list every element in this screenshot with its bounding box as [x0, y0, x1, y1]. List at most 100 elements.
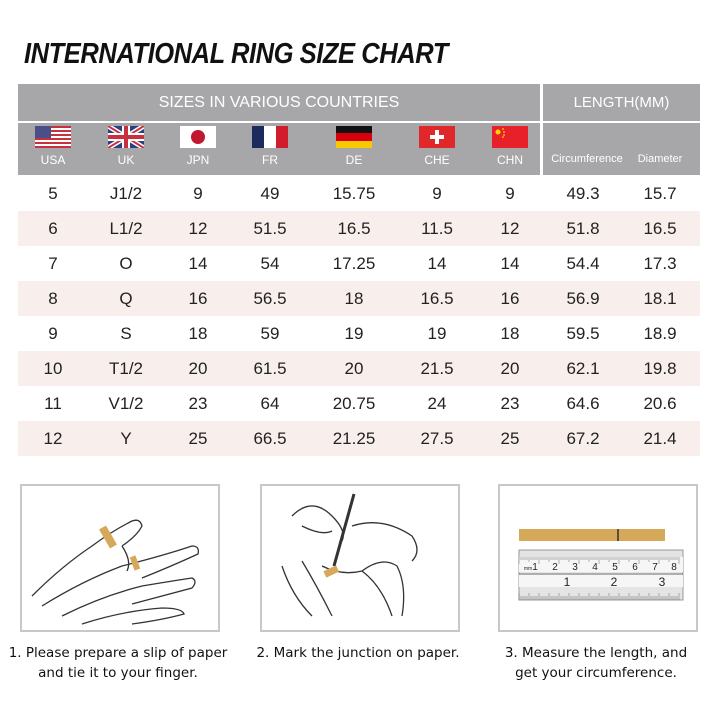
cell-circumference: 67.2 [566, 429, 600, 448]
ruler-inch-2: 2 [611, 575, 618, 589]
cell-de: 21.25 [332, 429, 376, 448]
step-1-line-1: 1. Please prepare a slip of paper [8, 645, 228, 661]
china-flag-icon [492, 126, 528, 148]
cell-jpn: 18 [188, 324, 208, 343]
germany-flag-icon [336, 126, 372, 148]
paper-and-ruler-icon: 1 2 3 4 5 6 7 8 1 2 3 mm [518, 529, 684, 601]
step-1-illustration [20, 484, 220, 632]
cell-jpn: 14 [188, 254, 208, 273]
country-label-che: CHE [424, 153, 450, 167]
cell-jpn: 23 [188, 394, 208, 413]
cell-de: 20 [344, 359, 364, 378]
ruler-unit: mm [524, 566, 532, 572]
cell-uk: T1/2 [108, 359, 144, 378]
table-row: 8 Q 16 56.5 18 16.5 16 56.9 18.1 [18, 281, 700, 316]
switzerland-flag-icon [419, 126, 455, 148]
cell-jpn: 25 [188, 429, 208, 448]
cell-diameter: 18.1 [643, 289, 677, 308]
cell-chn: 9 [505, 184, 515, 203]
cell-diameter: 16.5 [643, 219, 677, 238]
country-label-chn: CHN [497, 153, 523, 167]
country-label-usa: USA [40, 153, 66, 167]
cell-usa: 9 [48, 324, 58, 343]
cell-circumference: 51.8 [566, 219, 600, 238]
cell-che: 14 [427, 254, 447, 273]
ruler-mm-2: 2 [552, 562, 558, 573]
cell-che: 16.5 [420, 289, 454, 308]
diameter-label: Diameter [637, 153, 683, 165]
step-1-line-2: and tie it to your finger. [38, 665, 198, 681]
cell-uk: L1/2 [109, 219, 143, 238]
cell-de: 16.5 [337, 219, 371, 238]
cell-fr: 51.5 [253, 219, 287, 238]
cell-chn: 14 [500, 254, 520, 273]
cell-jpn: 16 [188, 289, 208, 308]
cell-jpn: 9 [193, 184, 203, 203]
cell-circumference: 49.3 [566, 184, 600, 203]
step-2-caption: 2. Mark the junction on paper. [240, 643, 476, 663]
cell-fr: 64 [260, 394, 280, 413]
cell-che: 19 [427, 324, 447, 343]
cell-fr: 66.5 [253, 429, 287, 448]
step-3-caption: 3. Measure the length, and get your circ… [478, 643, 714, 683]
cell-uk: V1/2 [108, 394, 144, 413]
step-2-line-1: 2. Mark the junction on paper. [256, 645, 460, 661]
country-label-uk: UK [117, 153, 135, 167]
cell-fr: 49 [260, 184, 280, 203]
cell-fr: 61.5 [253, 359, 287, 378]
cell-circumference: 59.5 [566, 324, 600, 343]
cell-circumference: 64.6 [566, 394, 600, 413]
cell-che: 11.5 [421, 219, 453, 238]
cell-usa: 7 [48, 254, 58, 273]
cell-diameter: 19.8 [643, 359, 677, 378]
cell-chn: 23 [500, 394, 520, 413]
country-label-jpn: JPN [186, 153, 210, 167]
length-header: LENGTH(MM) [543, 84, 700, 121]
ruler-mm-7: 7 [652, 562, 658, 573]
hand-with-paper-icon [31, 519, 200, 625]
cell-che: 24 [427, 394, 447, 413]
cell-uk: Q [119, 289, 133, 308]
table-row: 12 Y 25 66.5 21.25 27.5 25 67.2 21.4 [18, 421, 700, 456]
cell-de: 19 [344, 324, 364, 343]
step-2-illustration [260, 484, 460, 632]
cell-che: 9 [432, 184, 442, 203]
ruler-mm-3: 3 [572, 562, 578, 573]
cell-usa: 8 [48, 289, 58, 308]
cell-usa: 11 [44, 394, 62, 413]
circumference-label: Circumference [551, 153, 623, 165]
cell-de: 20.75 [332, 394, 376, 413]
cell-circumference: 62.1 [566, 359, 600, 378]
cell-che: 27.5 [420, 429, 454, 448]
cell-diameter: 17.3 [643, 254, 677, 273]
cell-diameter: 18.9 [643, 324, 677, 343]
cell-circumference: 56.9 [566, 289, 600, 308]
cell-jpn: 12 [188, 219, 208, 238]
cell-usa: 12 [43, 429, 63, 448]
cell-chn: 12 [500, 219, 520, 238]
ruler-inch-1: 1 [564, 575, 571, 589]
cell-usa: 10 [43, 359, 63, 378]
length-subheader-row: Circumference Diameter [543, 123, 700, 175]
ruler-mm-6: 6 [632, 562, 638, 573]
cell-che: 21.5 [420, 359, 454, 378]
france-flag-icon [252, 126, 288, 148]
cell-de: 17.25 [332, 254, 376, 273]
table-row: 11 V1/2 23 64 20.75 24 23 64.6 20.6 [18, 386, 700, 421]
cell-uk: J1/2 [109, 184, 143, 203]
cell-fr: 59 [260, 324, 280, 343]
cell-fr: 56.5 [253, 289, 287, 308]
cell-jpn: 20 [188, 359, 208, 378]
ruler-mm-5: 5 [612, 562, 618, 573]
country-label-fr: FR [262, 153, 278, 167]
cell-chn: 16 [500, 289, 520, 308]
step-3-illustration: 1 2 3 4 5 6 7 8 1 2 3 mm [498, 484, 698, 632]
country-label-de: DE [345, 153, 363, 167]
table-row: 7 O 14 54 17.25 14 14 54.4 17.3 [18, 246, 700, 281]
page-title: INTERNATIONAL RING SIZE CHART [24, 38, 448, 70]
cell-fr: 54 [260, 254, 280, 273]
step-1-caption: 1. Please prepare a slip of paper and ti… [0, 643, 236, 683]
cell-chn: 20 [500, 359, 520, 378]
cell-diameter: 15.7 [643, 184, 677, 203]
country-header-row: USA UK JPN FR DE CHE CHN [18, 123, 540, 175]
